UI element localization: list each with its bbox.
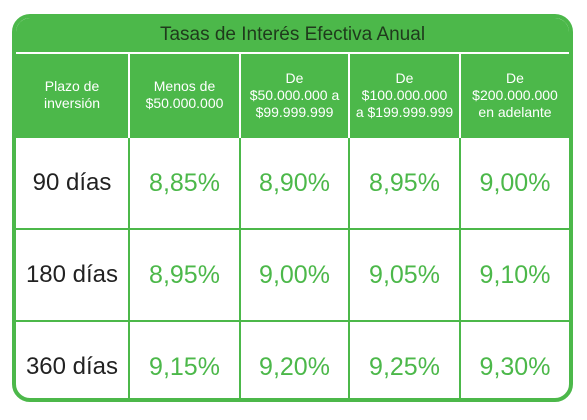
rate-cell: 9,00% bbox=[459, 136, 569, 229]
rate-cell: 9,10% bbox=[459, 228, 569, 321]
rates-table: Plazo de inversión Menos de $50.000.000 … bbox=[16, 54, 569, 398]
term-cell: 180 días bbox=[16, 228, 129, 321]
table-title: Tasas de Interés Efectiva Anual bbox=[16, 18, 569, 54]
header-amount-100m-199m: De $100.000.000 a $199.999.999 bbox=[348, 54, 460, 137]
table-row: 180 días 8,95% 9,00% 9,05% 9,10% bbox=[16, 228, 569, 321]
term-cell: 360 días bbox=[16, 320, 129, 398]
table-row: 360 días 9,15% 9,20% 9,25% 9,30% bbox=[16, 320, 569, 398]
rate-cell: 8,95% bbox=[128, 228, 240, 321]
rate-cell: 9,15% bbox=[128, 320, 240, 398]
rate-cell: 8,85% bbox=[128, 136, 240, 229]
term-cell: 90 días bbox=[16, 136, 129, 229]
rate-cell: 8,90% bbox=[239, 136, 349, 229]
header-amount-200m-plus: De $200.000.000 en adelante bbox=[459, 54, 569, 137]
table-row: 90 días 8,85% 8,90% 8,95% 9,00% bbox=[16, 136, 569, 229]
rate-cell: 8,95% bbox=[348, 136, 460, 229]
header-row: Plazo de inversión Menos de $50.000.000 … bbox=[16, 54, 569, 137]
rate-cell: 9,25% bbox=[348, 320, 460, 398]
rate-cell: 9,05% bbox=[348, 228, 460, 321]
rates-table-card: Tasas de Interés Efectiva Anual Plazo de… bbox=[12, 14, 573, 402]
header-term: Plazo de inversión bbox=[16, 54, 129, 137]
header-amount-50m-99m: De $50.000.000 a $99.999.999 bbox=[239, 54, 349, 137]
rate-cell: 9,20% bbox=[239, 320, 349, 398]
rate-cell: 9,00% bbox=[239, 228, 349, 321]
header-amount-under-50m: Menos de $50.000.000 bbox=[128, 54, 240, 137]
rate-cell: 9,30% bbox=[459, 320, 569, 398]
